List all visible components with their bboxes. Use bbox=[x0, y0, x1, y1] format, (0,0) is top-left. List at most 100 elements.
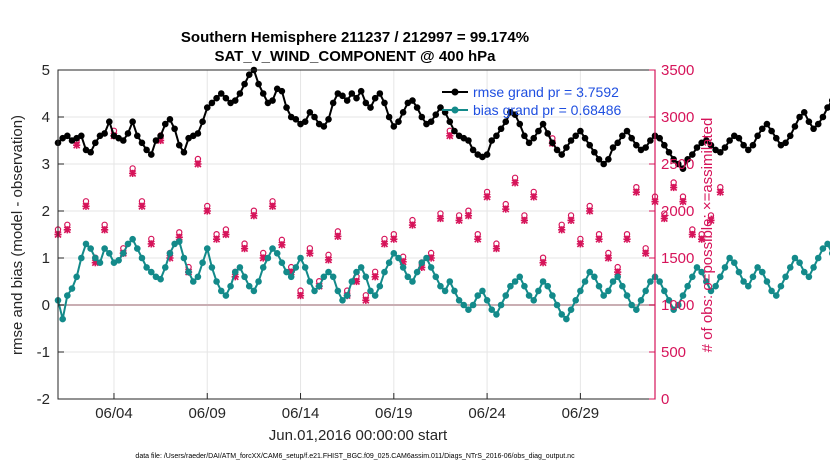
bias-point bbox=[395, 254, 402, 262]
rmse-point bbox=[605, 156, 612, 163]
rmse-point bbox=[138, 139, 146, 147]
rmse-point bbox=[679, 165, 687, 172]
bias-point bbox=[203, 245, 211, 252]
legend-rmse-marker bbox=[451, 88, 459, 96]
rmse-point bbox=[497, 125, 505, 133]
legend-rmse-label: rmse grand pr = 3.7592 bbox=[473, 84, 619, 100]
bias-point bbox=[180, 254, 188, 262]
y-tick-label: -2 bbox=[37, 391, 50, 408]
rmse-point bbox=[64, 132, 71, 140]
bias-point bbox=[703, 278, 710, 285]
bias-point bbox=[73, 273, 80, 281]
bias-point bbox=[553, 301, 561, 309]
bias-point bbox=[199, 259, 206, 267]
rmse-point bbox=[217, 90, 225, 97]
bias-point bbox=[656, 278, 663, 285]
bias-point bbox=[665, 297, 673, 304]
bias-point bbox=[679, 292, 687, 299]
rmse-point bbox=[716, 148, 724, 156]
rmse-point bbox=[516, 120, 524, 128]
chart-subtitle: SAT_V_WIND_COMPONENT @ 400 hPa bbox=[214, 48, 496, 65]
obs-assimilated-marker bbox=[101, 226, 109, 234]
rmse-point bbox=[236, 90, 244, 97]
rmse-point bbox=[595, 156, 603, 163]
bias-point bbox=[348, 278, 356, 285]
obs-assimilated-marker bbox=[623, 235, 631, 243]
y-right-tick-label: 3000 bbox=[661, 109, 694, 126]
bias-point bbox=[147, 268, 155, 276]
rmse-point bbox=[754, 132, 761, 140]
y-right-tick-label: 3500 bbox=[661, 62, 694, 79]
bias-point bbox=[609, 278, 617, 285]
bias-point bbox=[259, 264, 267, 271]
rmse-point bbox=[782, 139, 789, 147]
y-axis-label: rmse and bias (model - observation) bbox=[9, 115, 26, 355]
y-tick-label: -1 bbox=[37, 344, 50, 361]
rmse-point bbox=[92, 139, 99, 147]
rmse-point bbox=[343, 97, 351, 104]
rmse-point bbox=[390, 123, 398, 130]
rmse-point bbox=[451, 127, 458, 135]
rmse-series bbox=[54, 66, 830, 172]
rmse-point bbox=[684, 156, 691, 163]
bias-point bbox=[59, 315, 66, 323]
rmse-point bbox=[278, 87, 286, 95]
obs-assimilated-marker bbox=[688, 230, 696, 239]
data-file-footnote: data file: /Users/raeder/DAI/ATM_forcXX/… bbox=[135, 453, 575, 460]
bias-point bbox=[628, 301, 635, 309]
rmse-point bbox=[819, 113, 827, 121]
bias-point bbox=[735, 268, 743, 276]
rmse-point bbox=[619, 132, 626, 140]
rmse-point bbox=[101, 130, 108, 137]
x-axis-label: Jun.01,2016 00:00:00 start bbox=[269, 427, 448, 444]
legend-bias-marker bbox=[451, 106, 459, 114]
rmse-point bbox=[78, 132, 85, 140]
rmse-point bbox=[577, 127, 584, 135]
obs-assimilated-marker bbox=[492, 245, 501, 253]
bias-point bbox=[791, 254, 799, 262]
rmse-point bbox=[810, 125, 817, 133]
rmse-point bbox=[208, 99, 216, 107]
bias-point bbox=[124, 240, 132, 248]
x-tick-label: 06/14 bbox=[282, 405, 320, 422]
bias-point bbox=[437, 282, 444, 290]
bias-point bbox=[264, 254, 272, 262]
bias-point bbox=[777, 282, 785, 290]
bias-point bbox=[661, 287, 668, 295]
rmse-point bbox=[469, 146, 477, 154]
bias-point bbox=[315, 282, 323, 290]
rmse-point bbox=[600, 160, 607, 168]
y-tick-label: 1 bbox=[42, 250, 50, 267]
bias-point bbox=[460, 301, 468, 309]
bias-point bbox=[740, 278, 747, 285]
bias-point bbox=[208, 264, 216, 271]
obs-assimilated-marker bbox=[240, 245, 249, 253]
obs-assimilated-marker bbox=[679, 198, 687, 206]
obs-assimilated-marker bbox=[436, 214, 445, 223]
rmse-point bbox=[493, 132, 500, 140]
bias-point bbox=[539, 278, 547, 285]
bias-point bbox=[306, 278, 314, 285]
obs-assimilated-marker bbox=[520, 216, 529, 224]
rmse-point bbox=[544, 130, 552, 137]
bias-point bbox=[465, 306, 472, 314]
bias-point bbox=[441, 287, 449, 295]
rmse-point bbox=[199, 118, 206, 125]
bias-point bbox=[87, 245, 94, 252]
rmse-point bbox=[675, 160, 682, 168]
y-right-tick-label: 2500 bbox=[661, 156, 694, 173]
rmse-point bbox=[721, 144, 729, 151]
bias-point bbox=[675, 301, 682, 309]
bias-point bbox=[726, 254, 733, 262]
rmse-point bbox=[320, 123, 328, 130]
rmse-point bbox=[353, 94, 360, 102]
bias-point bbox=[399, 264, 407, 271]
obs-assimilated-marker bbox=[129, 169, 137, 177]
obs-assimilated-marker bbox=[138, 202, 146, 210]
bias-point bbox=[101, 245, 108, 252]
rmse-point bbox=[171, 125, 178, 133]
rmse-point bbox=[432, 111, 440, 118]
bias-point bbox=[353, 268, 360, 276]
obs-assimilated-marker bbox=[352, 277, 361, 286]
